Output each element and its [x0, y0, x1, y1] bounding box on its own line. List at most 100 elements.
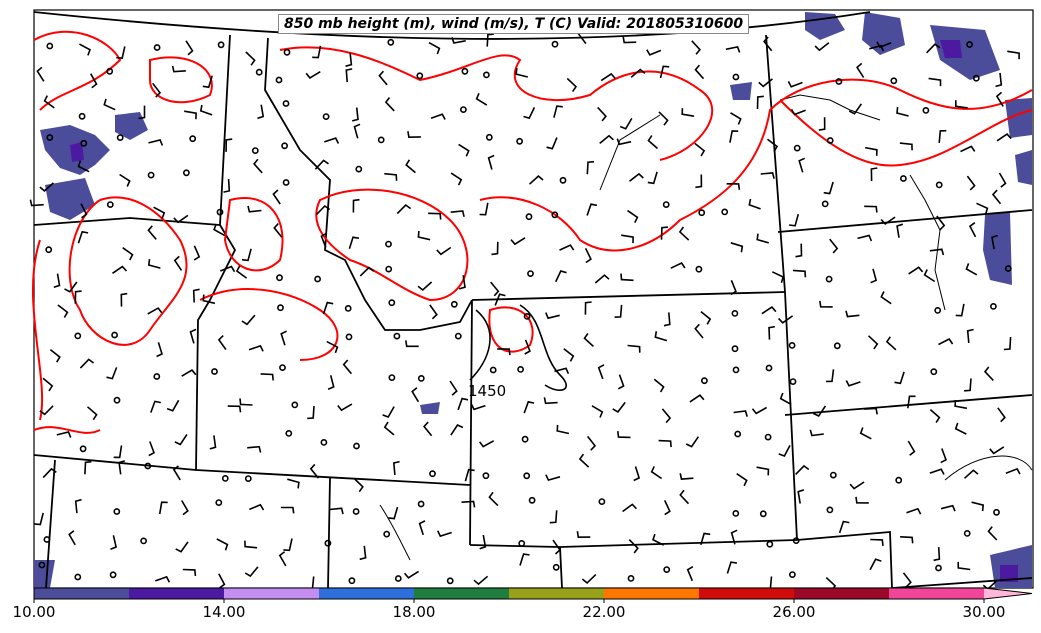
- state-borders: [33, 11, 1033, 589]
- wind-barb: [929, 408, 941, 424]
- wind-barbs: [29, 29, 1021, 592]
- calm-wind-circle: [446, 577, 454, 585]
- wind-barb: [756, 466, 770, 476]
- wind-barb: [244, 566, 259, 578]
- wind-barb: [430, 113, 446, 120]
- wind-barb: [899, 142, 913, 151]
- wind-barb: [153, 206, 166, 219]
- wind-barb: [730, 529, 738, 545]
- wind-barb: [995, 72, 1003, 88]
- wind-barb: [309, 463, 320, 479]
- wind-barb: [553, 105, 563, 118]
- wind-barb: [869, 558, 882, 571]
- calm-wind-circle: [922, 107, 930, 114]
- wind-barb: [726, 183, 741, 190]
- calm-wind-circle: [461, 67, 469, 75]
- calm-wind-circle: [485, 133, 493, 141]
- wind-barb: [458, 143, 470, 157]
- wind-barb: [584, 301, 592, 315]
- wind-barb: [189, 328, 197, 344]
- wind-barb: [209, 435, 217, 450]
- calm-wind-circle: [355, 165, 363, 173]
- wind-barb: [74, 290, 82, 304]
- calm-wind-circle: [935, 181, 943, 189]
- wind-barb: [797, 489, 805, 504]
- height-contour: [469, 304, 567, 391]
- wind-barb: [217, 335, 227, 350]
- calm-wind-circle: [348, 577, 356, 585]
- calm-wind-circle: [523, 472, 531, 480]
- wind-barb: [113, 445, 123, 459]
- calm-wind-circle: [111, 331, 118, 339]
- calm-wind-circle: [489, 366, 497, 374]
- calm-wind-circle: [732, 73, 740, 81]
- wind-barb: [219, 265, 236, 273]
- colorbar-segment: [319, 588, 414, 599]
- wind-barb: [77, 160, 90, 173]
- wind-barb: [963, 469, 979, 479]
- wind-barb: [112, 265, 128, 274]
- calm-wind-circle: [377, 136, 385, 144]
- wind-barb: [726, 561, 738, 574]
- wind-barb: [353, 123, 361, 139]
- calm-wind-circle: [788, 341, 796, 349]
- wind-barb: [929, 468, 945, 475]
- calm-wind-circle: [627, 575, 635, 582]
- calm-wind-circle: [189, 135, 197, 143]
- wind-barb: [652, 533, 665, 546]
- calm-wind-circle: [147, 171, 155, 179]
- colorbar-segment: [129, 588, 224, 599]
- calm-wind-circle: [528, 496, 536, 504]
- wind-barb: [960, 145, 976, 153]
- calm-wind-circle: [766, 540, 774, 548]
- wind-barb: [751, 406, 767, 415]
- wind-barb: [407, 131, 421, 139]
- wind-barb: [359, 266, 375, 277]
- calm-wind-circle: [731, 309, 739, 317]
- wind-barb: [185, 40, 194, 56]
- wind-barb: [650, 466, 663, 480]
- wind-barb: [968, 222, 977, 238]
- wind-barb: [594, 274, 610, 284]
- wind-barb: [172, 465, 181, 481]
- wind-barb: [479, 202, 489, 216]
- wind-barb: [653, 378, 665, 393]
- wind-barb: [247, 205, 262, 213]
- wind-barb: [661, 408, 672, 424]
- wind-barb: [578, 453, 590, 468]
- wind-barb: [622, 503, 637, 513]
- calm-wind-circle: [934, 306, 942, 314]
- wind-barb: [647, 171, 658, 185]
- wind-barb: [79, 358, 95, 369]
- wind-barb: [348, 236, 360, 249]
- wind-barb: [403, 570, 420, 579]
- wind-barb: [855, 496, 869, 504]
- height-contour-label: 1450: [468, 382, 506, 400]
- wind-barb: [110, 535, 118, 550]
- wind-barb: [287, 478, 300, 489]
- wind-barb: [487, 154, 495, 170]
- calm-wind-circle: [244, 475, 252, 482]
- wind-barb: [778, 445, 791, 457]
- wind-barb: [253, 158, 263, 174]
- wind-barb: [450, 172, 463, 186]
- wind-barb: [488, 491, 499, 507]
- wind-barb: [633, 466, 641, 482]
- wind-barb: [524, 339, 531, 355]
- wind-barb: [991, 189, 1002, 205]
- calm-wind-circle: [74, 332, 82, 340]
- wind-barb: [576, 531, 591, 539]
- wind-barb: [622, 36, 637, 44]
- wind-barb: [429, 304, 438, 320]
- wind-barb: [478, 440, 495, 448]
- calm-wind-circle: [450, 300, 458, 308]
- wind-barb: [122, 247, 134, 261]
- wind-barb: [681, 108, 695, 117]
- wind-barb: [470, 403, 486, 411]
- wind-barb: [996, 133, 1012, 142]
- calm-wind-circle: [518, 540, 526, 547]
- calm-wind-circle: [291, 401, 299, 409]
- wind-barb: [249, 503, 265, 511]
- wind-barb: [384, 97, 395, 112]
- calm-wind-circle: [759, 510, 767, 518]
